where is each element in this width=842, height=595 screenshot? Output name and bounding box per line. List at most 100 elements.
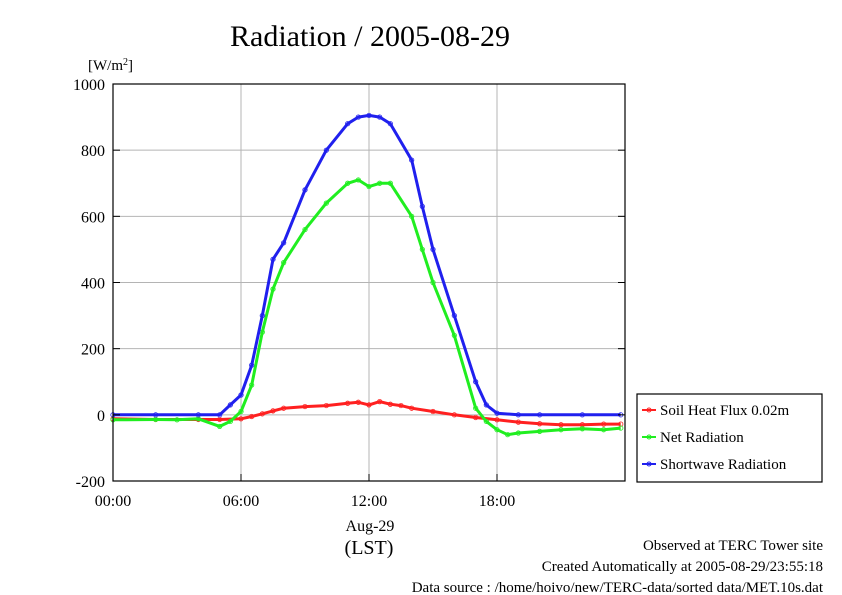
y-tick-label: 0 bbox=[97, 408, 105, 425]
data-point-net-radiation bbox=[270, 286, 276, 292]
data-point-net-radiation bbox=[579, 426, 585, 432]
legend-label-soil-heat-flux-0-02m: Soil Heat Flux 0.02m bbox=[660, 403, 790, 419]
data-point-soil-heat-flux-0-02m bbox=[430, 408, 436, 415]
grid-lines bbox=[113, 84, 625, 481]
data-point-soil-heat-flux-0-02m bbox=[377, 398, 383, 405]
x-tick-label: 12:00 bbox=[351, 493, 387, 510]
data-point-soil-heat-flux-0-02m bbox=[249, 413, 255, 420]
data-point-net-radiation bbox=[238, 408, 244, 415]
data-point-shortwave-radiation bbox=[153, 412, 159, 418]
data-point-net-radiation bbox=[302, 226, 308, 233]
x-axis-title: (LST) bbox=[345, 537, 394, 559]
data-point-soil-heat-flux-0-02m bbox=[345, 400, 351, 406]
data-point-net-radiation bbox=[227, 418, 233, 425]
data-point-shortwave-radiation bbox=[494, 410, 500, 416]
x-axis-date-label: Aug-29 bbox=[346, 518, 395, 535]
data-point-shortwave-radiation bbox=[345, 121, 351, 127]
data-point-shortwave-radiation bbox=[366, 112, 372, 119]
footer-created: Created Automatically at 2005-08-29/23:5… bbox=[542, 559, 823, 575]
data-point-soil-heat-flux-0-02m bbox=[387, 401, 393, 407]
y-tick-label: 400 bbox=[81, 276, 105, 293]
data-point-soil-heat-flux-0-02m bbox=[355, 399, 361, 405]
series-line-shortwave-radiation bbox=[113, 113, 621, 417]
series-line-soil-heat-flux-0-02m bbox=[112, 400, 621, 427]
data-point-net-radiation bbox=[409, 213, 415, 219]
y-axis-unit-label: [W/m2] bbox=[88, 57, 133, 75]
data-point-shortwave-radiation bbox=[409, 157, 415, 163]
y-tick-label: 600 bbox=[81, 209, 105, 226]
legend-box bbox=[636, 393, 823, 483]
data-point-soil-heat-flux-0-02m bbox=[618, 421, 624, 427]
data-point-net-radiation bbox=[249, 382, 255, 388]
data-point-soil-heat-flux-0-02m bbox=[579, 422, 585, 428]
legend-label-shortwave-radiation: Shortwave Radiation bbox=[660, 457, 787, 473]
y-tick-label: 800 bbox=[81, 143, 105, 160]
data-point-shortwave-radiation bbox=[419, 203, 425, 210]
data-point-soil-heat-flux-0-02m bbox=[302, 403, 308, 410]
data-point-net-radiation bbox=[323, 200, 329, 206]
data-point-soil-heat-flux-0-02m bbox=[409, 405, 415, 411]
data-point-shortwave-radiation bbox=[302, 187, 308, 193]
data-point-soil-heat-flux-0-02m bbox=[281, 405, 287, 411]
data-point-soil-heat-flux-0-02m bbox=[366, 402, 372, 408]
data-point-net-radiation bbox=[195, 416, 201, 422]
data-point-net-radiation bbox=[217, 423, 223, 430]
data-point-shortwave-radiation bbox=[270, 256, 276, 262]
data-point-shortwave-radiation bbox=[217, 412, 223, 418]
y-tick-label: 1000 bbox=[73, 77, 105, 94]
data-point-shortwave-radiation bbox=[281, 240, 287, 246]
data-point-shortwave-radiation bbox=[227, 402, 233, 408]
data-point-shortwave-radiation bbox=[387, 121, 393, 127]
legend-marker-shortwave-radiation bbox=[646, 461, 652, 467]
data-point-shortwave-radiation bbox=[323, 147, 329, 153]
data-point-soil-heat-flux-0-02m bbox=[259, 411, 265, 417]
data-point-shortwave-radiation bbox=[515, 412, 521, 418]
data-point-net-radiation bbox=[483, 418, 489, 425]
data-point-shortwave-radiation bbox=[377, 114, 383, 120]
data-point-net-radiation bbox=[419, 246, 425, 253]
data-point-net-radiation bbox=[601, 427, 607, 433]
series-line-net-radiation bbox=[112, 178, 621, 437]
data-point-shortwave-radiation bbox=[430, 246, 436, 253]
data-point-net-radiation bbox=[345, 180, 351, 186]
data-point-soil-heat-flux-0-02m bbox=[473, 414, 479, 421]
data-point-shortwave-radiation bbox=[355, 114, 361, 120]
data-point-shortwave-radiation bbox=[537, 412, 543, 418]
data-point-net-radiation bbox=[505, 432, 511, 438]
data-point-soil-heat-flux-0-02m bbox=[451, 412, 457, 418]
data-point-shortwave-radiation bbox=[451, 312, 457, 319]
data-point-soil-heat-flux-0-02m bbox=[238, 416, 244, 422]
chart-title: Radiation / 2005-08-29 bbox=[230, 20, 510, 53]
data-point-net-radiation bbox=[494, 427, 500, 433]
data-point-shortwave-radiation bbox=[195, 412, 201, 418]
data-point-net-radiation bbox=[355, 177, 361, 183]
data-point-soil-heat-flux-0-02m bbox=[270, 408, 276, 414]
axis-ticks: 1000 800 600 400 200 0 -200 00:00 06:00 12:00 18:0… bbox=[73, 77, 625, 510]
data-point-net-radiation bbox=[451, 332, 457, 339]
data-point-net-radiation bbox=[537, 428, 543, 434]
series-layer bbox=[110, 112, 624, 438]
data-point-net-radiation bbox=[430, 279, 436, 286]
data-point-shortwave-radiation bbox=[579, 412, 585, 418]
data-point-shortwave-radiation bbox=[483, 402, 489, 408]
data-point-net-radiation bbox=[558, 427, 564, 433]
y-tick-label: -200 bbox=[76, 474, 105, 491]
data-point-soil-heat-flux-0-02m bbox=[398, 402, 404, 409]
legend-label-net-radiation: Net Radiation bbox=[660, 430, 744, 446]
legend-marker-net-radiation bbox=[646, 434, 652, 440]
x-tick-label: 00:00 bbox=[95, 493, 131, 510]
data-point-net-radiation bbox=[387, 180, 393, 186]
data-point-net-radiation bbox=[366, 183, 372, 190]
legend-marker-soil-heat-flux-0-02m bbox=[646, 407, 652, 413]
data-point-net-radiation bbox=[377, 180, 383, 186]
data-point-shortwave-radiation bbox=[473, 379, 479, 385]
data-point-soil-heat-flux-0-02m bbox=[494, 417, 500, 423]
data-point-soil-heat-flux-0-02m bbox=[515, 419, 521, 425]
data-point-net-radiation bbox=[618, 425, 624, 431]
data-point-net-radiation bbox=[515, 430, 521, 436]
y-tick-label: 200 bbox=[81, 342, 105, 359]
footer-source: Data source : /home/hoivo/new/TERC-data/… bbox=[412, 580, 824, 595]
data-point-net-radiation bbox=[473, 405, 479, 411]
x-tick-label: 06:00 bbox=[223, 493, 259, 510]
